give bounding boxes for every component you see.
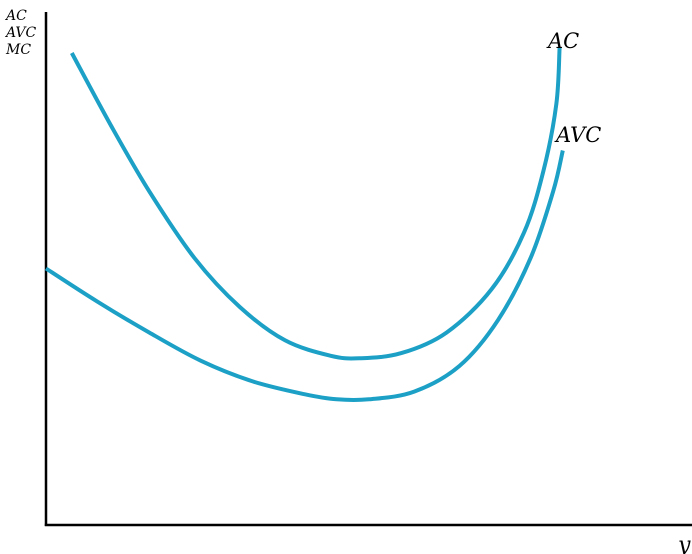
y-axis-label: AC AVC MC <box>4 8 37 58</box>
y-axis-label-avc: AVC <box>4 25 37 41</box>
avc-curve-label: AVC <box>554 123 601 147</box>
ac-curve-label: AC <box>546 29 579 53</box>
x-axis-label: y <box>677 533 691 554</box>
avc-curve <box>44 150 565 403</box>
y-axis-label-mc: MC <box>5 42 31 58</box>
ac-curve <box>70 47 562 361</box>
y-axis-label-ac: AC <box>4 8 27 24</box>
